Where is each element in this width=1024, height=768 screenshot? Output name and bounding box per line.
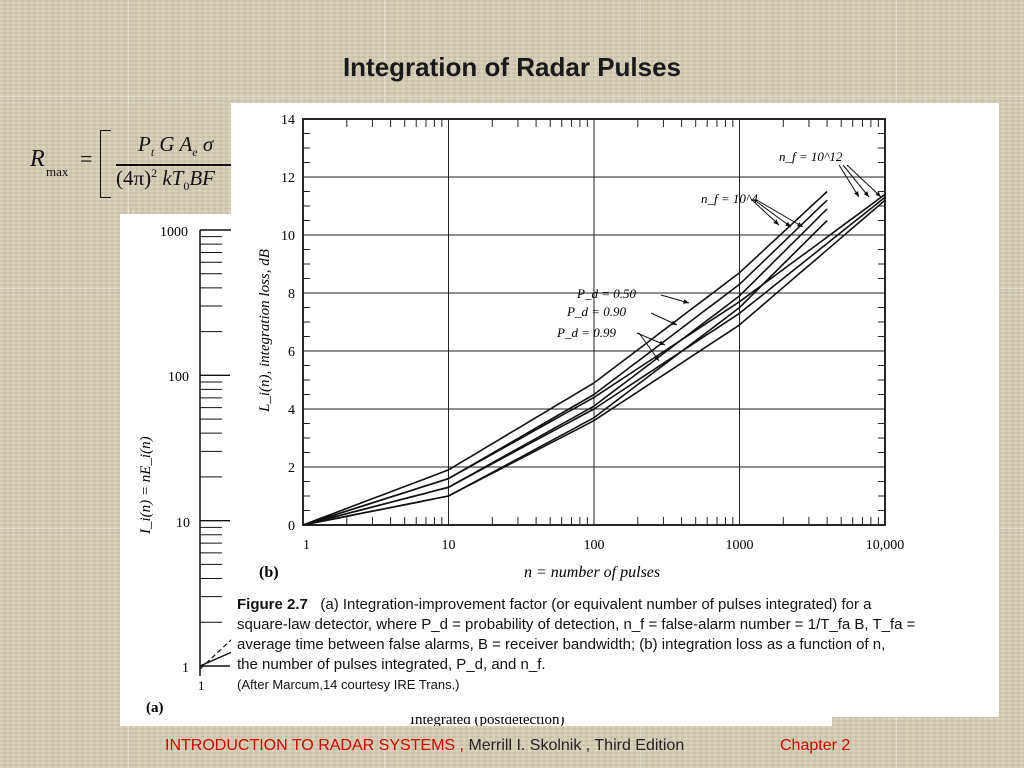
y-tick-label: 6 (288, 345, 295, 360)
plot-frame (302, 118, 886, 526)
footer-book-title: INTRODUCTION TO RADAR SYSTEMS , (165, 737, 464, 754)
chart-minor-ticks (303, 119, 885, 525)
x-axis-label: n = number of pulses (524, 564, 660, 581)
annotation-arrow (752, 198, 792, 228)
annotation-arrowhead (671, 320, 677, 325)
annotation-nf-10-4: n_f = 10^4 (701, 191, 758, 206)
annotation-pd-099: P_d = 0.99 (556, 325, 616, 340)
panel-a-label: (a) (146, 700, 164, 716)
radar-equation: R max = Pt G Ae σ (4π)2 kT0BF (30, 128, 256, 198)
series-line (302, 208, 828, 526)
y-tick-label: 10 (281, 229, 295, 244)
caption-line-2: square-law detector, where P_d = probabi… (237, 616, 916, 633)
y-tick-label: 2 (288, 461, 295, 476)
annotation-arrow (846, 164, 882, 198)
series-line (302, 196, 886, 526)
y-tick-labels: 0 2 4 6 8 10 12 14 (281, 113, 295, 534)
annotation-arrow (638, 332, 660, 362)
footer-chapter: Chapter 2 (780, 737, 851, 754)
y-tick-label: 14 (281, 113, 295, 128)
caption-line-5: (After Marcum,14 courtesy IRE Trans.) (237, 677, 460, 692)
figure-caption: Figure 2.7 (a) Integration-improvement f… (237, 595, 993, 695)
annotation-arrowhead (683, 299, 689, 304)
formula-fraction-bar (116, 164, 256, 166)
annotation-arrow (842, 164, 870, 198)
series-lines (302, 190, 886, 526)
footer-author: Merrill I. Skolnik , Third Edition (464, 737, 685, 754)
y-tick-label: 0 (288, 519, 295, 534)
annotation-arrow (750, 198, 780, 226)
slide-title: Integration of Radar Pulses (342, 52, 682, 82)
series-line (302, 190, 828, 526)
panel-a-xtick: 1 (198, 678, 205, 693)
panel-a-ylabel: I_i(n) = nE_i(n) (138, 436, 154, 535)
caption-line-1: Figure 2.7 (a) Integration-improvement f… (237, 596, 872, 613)
y-tick-label: 12 (281, 171, 295, 186)
panel-a-ytick: 1 (182, 661, 189, 676)
series-line (302, 199, 828, 526)
panel-a-ytick: 1000 (160, 225, 188, 240)
annotation-nf-10-12: n_f = 10^12 (779, 149, 843, 164)
annotation-arrowhead (797, 222, 803, 227)
y-tick-label: 8 (288, 287, 295, 302)
formula-denominator: (4π)2 kT0BF (116, 166, 215, 194)
x-tick-label: 1000 (726, 538, 754, 553)
integration-loss-chart: 0 2 4 6 8 10 12 14 1 10 100 1000 10,000 n_f = 10^12… (257, 113, 904, 581)
panel-a-ytick: 10 (176, 516, 190, 531)
footer-citation: INTRODUCTION TO RADAR SYSTEMS , Merrill … (165, 737, 865, 755)
chart-grid (302, 118, 886, 526)
annotation-arrowhead (863, 191, 869, 197)
figure-panel-b: 0 2 4 6 8 10 12 14 1 10 100 1000 10,000 n_f = 10^12… (231, 103, 999, 717)
x-tick-label: 1 (303, 538, 310, 553)
panel-b-label: (b) (259, 564, 279, 581)
x-tick-label: 100 (584, 538, 605, 553)
series-line (302, 219, 828, 526)
caption-line-3: average time between false alarms, B = r… (237, 636, 886, 653)
annotation-arrow (838, 164, 860, 198)
annotation-arrowhead (785, 221, 791, 227)
x-tick-labels: 1 10 100 1000 10,000 (303, 538, 904, 553)
annotation-arrowhead (773, 219, 779, 225)
panel-a-tick-marks (200, 229, 232, 667)
caption-figure-number: Figure 2.7 (237, 596, 308, 613)
annotation-arrowhead (875, 191, 881, 197)
formula-bracket (100, 130, 111, 198)
panel-a-ytick: 100 (168, 370, 189, 385)
annotation-arrowhead (653, 355, 659, 361)
annotation-arrow (754, 198, 804, 228)
annotation-arrowhead (659, 340, 665, 345)
annotation-pd-090: P_d = 0.90 (566, 304, 626, 319)
formula-lhs-sub: max (46, 164, 69, 179)
formula-numerator: Pt G Ae σ (138, 132, 214, 160)
chart-annotations: n_f = 10^12 n_f = 10^4 P_d = 0.50 P_d = 0.9… (556, 149, 882, 362)
x-tick-label: 10,000 (866, 538, 905, 553)
annotation-arrowhead (854, 191, 859, 197)
formula-lhs: R (30, 146, 45, 172)
formula-equals: = (80, 146, 93, 171)
series-line (302, 199, 886, 526)
y-tick-label: 4 (288, 403, 295, 418)
annotation-pd-050: P_d = 0.50 (576, 286, 636, 301)
y-axis-label: L_i(n), integration loss, dB (257, 249, 273, 413)
x-tick-label: 10 (442, 538, 456, 553)
series-line (302, 193, 886, 526)
caption-line-4: the number of pulses integrated, P_d, an… (237, 656, 546, 673)
